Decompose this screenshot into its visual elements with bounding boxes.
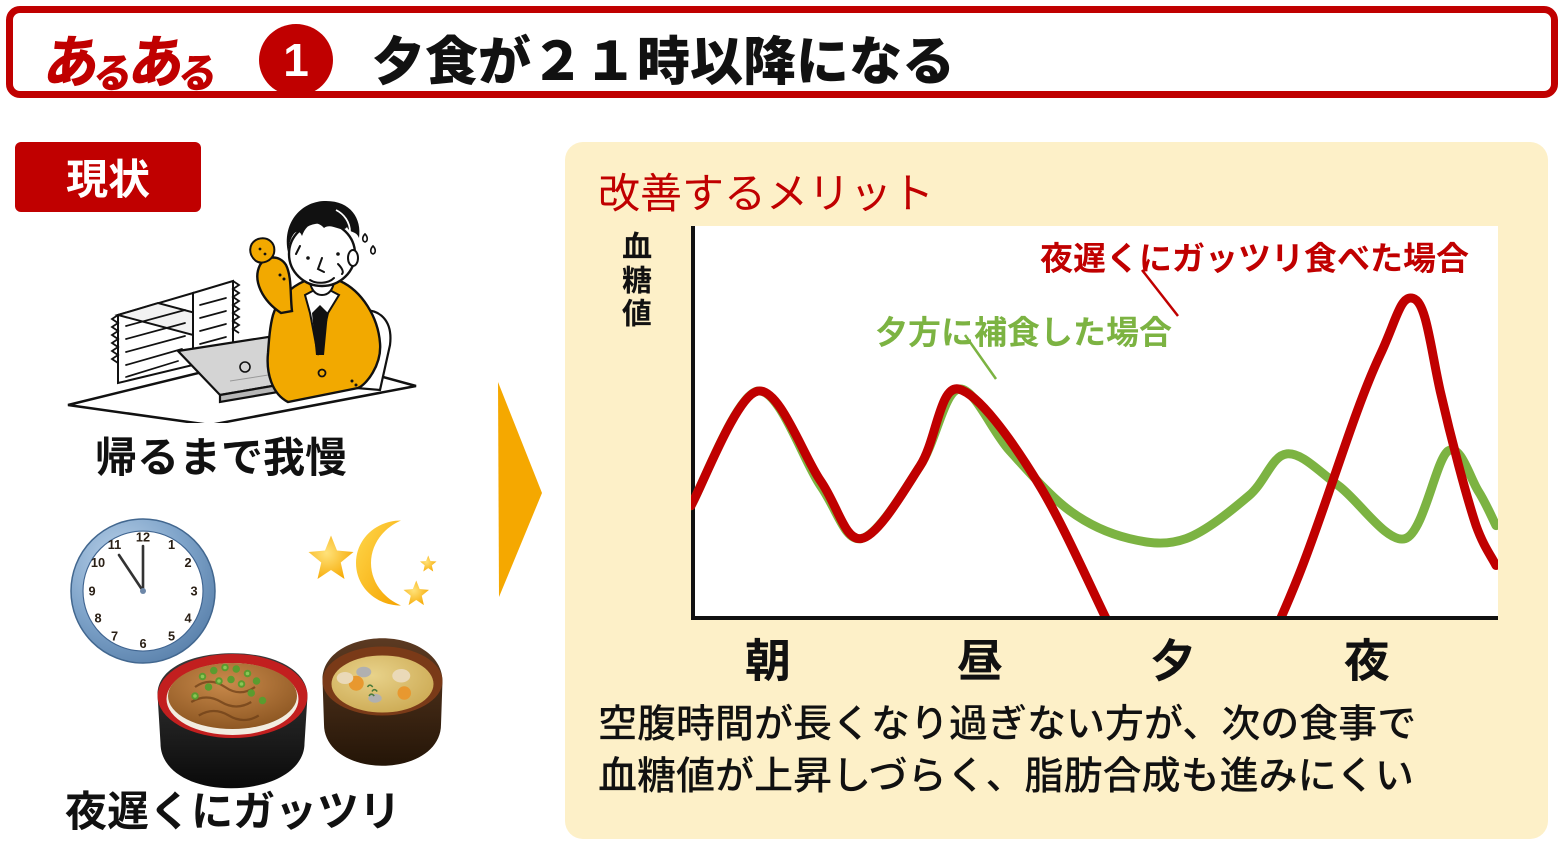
svg-text:7: 7 [111,629,118,644]
svg-text:10: 10 [91,555,105,570]
svg-text:8: 8 [94,611,101,626]
svg-text:1: 1 [168,537,175,552]
svg-text:9: 9 [88,584,95,599]
svg-text:12: 12 [136,530,150,545]
svg-text:3: 3 [190,584,197,599]
svg-text:11: 11 [108,537,121,552]
svg-text:2: 2 [184,555,191,570]
svg-text:6: 6 [139,636,146,651]
